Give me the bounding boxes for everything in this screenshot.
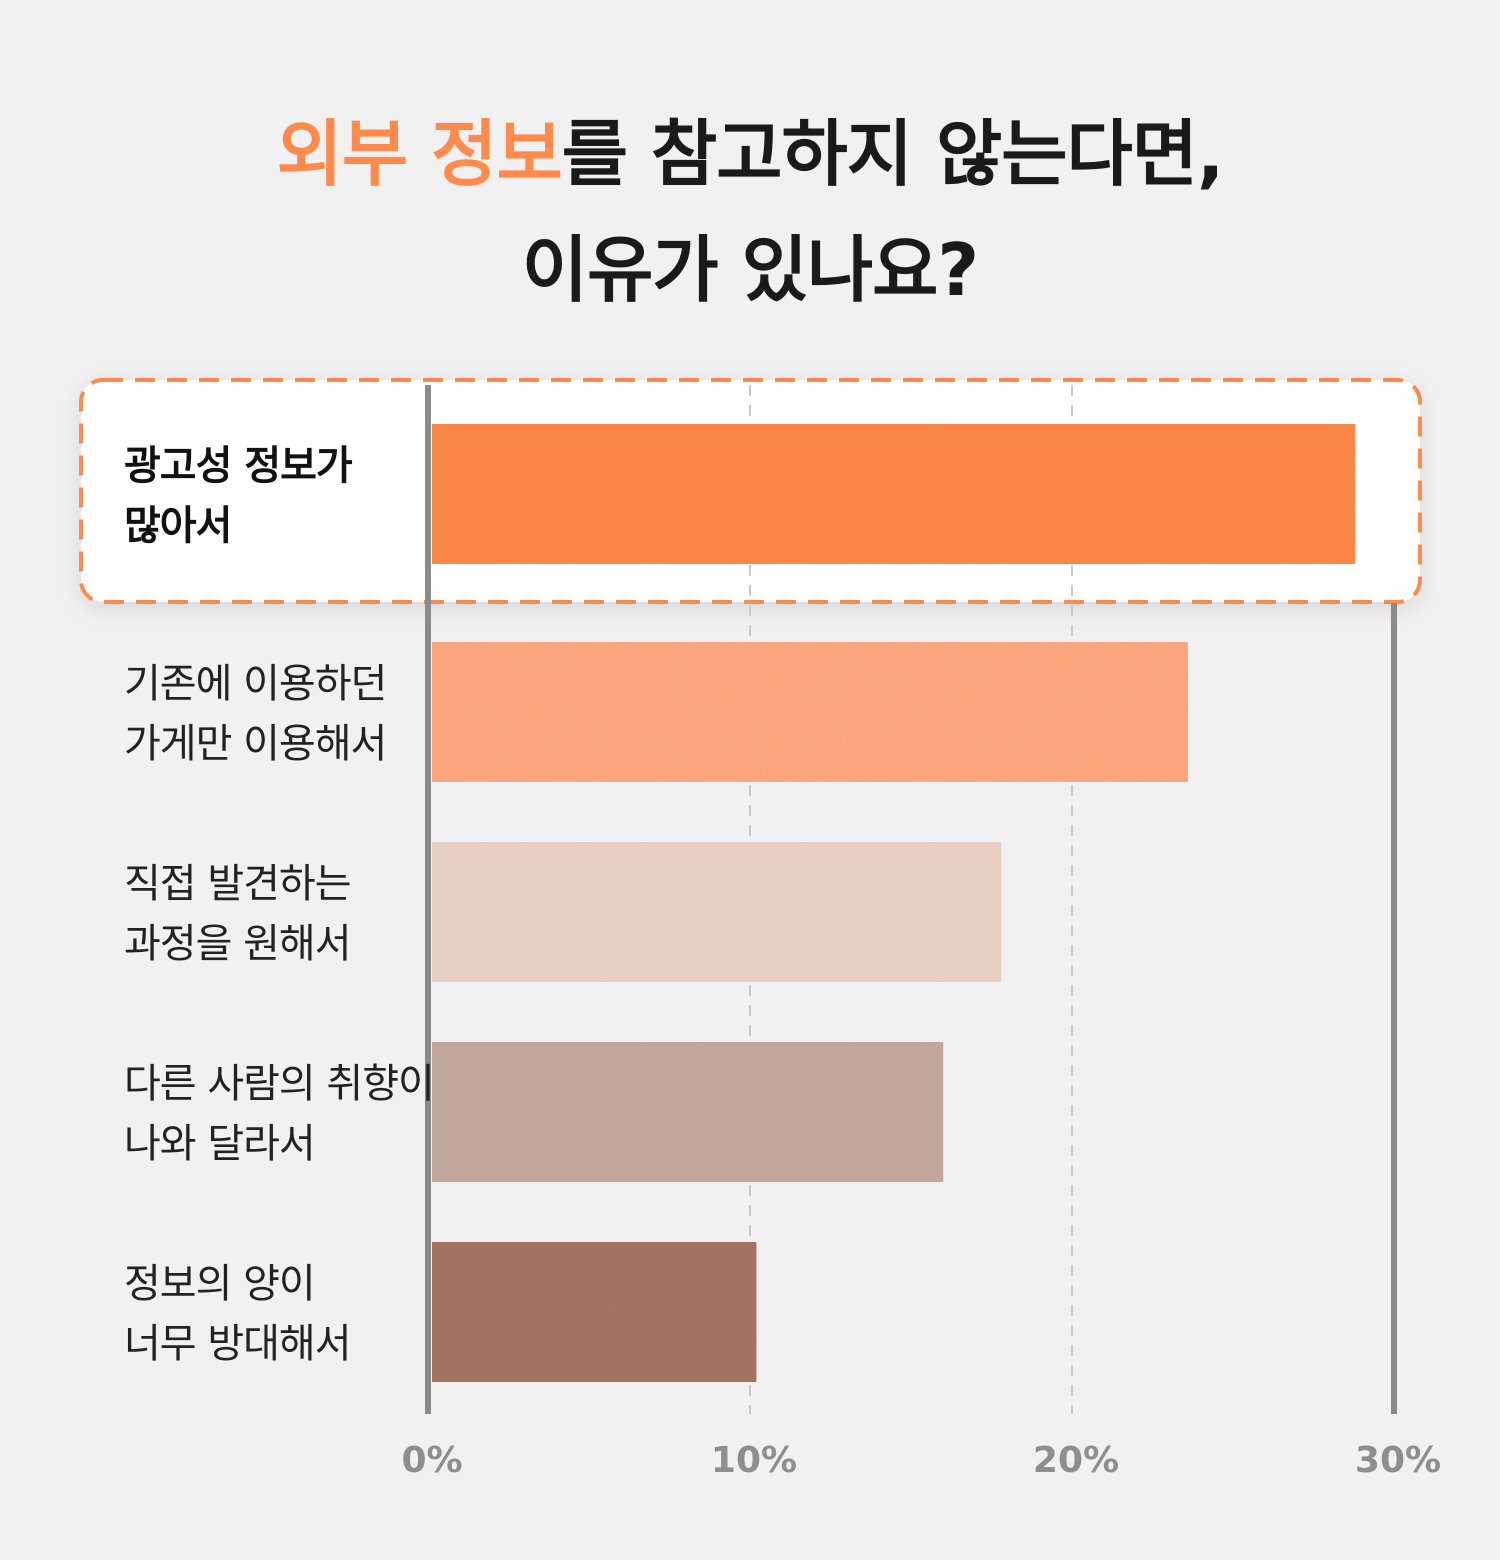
x-tick-label-3: 30% bbox=[1355, 1440, 1441, 1481]
chart-title: 외부 정보를 참고하지 않는다면, 이유가 있나요? bbox=[0, 96, 1500, 328]
category-label-3: 다른 사람의 취향이 나와 달라서 bbox=[124, 1061, 434, 1167]
title-line-1: 외부 정보를 참고하지 않는다면, bbox=[0, 96, 1500, 212]
bar-2 bbox=[432, 842, 1002, 982]
category-label-2: 직접 발견하는 과정을 원해서 bbox=[124, 861, 351, 967]
category-label-1: 기존에 이용하던 가게만 이용해서 bbox=[124, 661, 386, 767]
bar-4 bbox=[432, 1242, 757, 1382]
category-label-0: 광고성 정보가 많아서 bbox=[124, 443, 353, 549]
x-tick-label-1: 10% bbox=[711, 1440, 797, 1481]
bar-1 bbox=[432, 642, 1188, 782]
x-tick-label-2: 20% bbox=[1033, 1440, 1119, 1481]
bar-0 bbox=[432, 424, 1356, 564]
title-line-2: 이유가 있나요? bbox=[521, 228, 979, 312]
title-rest: 를 참고하지 않는다면, bbox=[561, 112, 1225, 196]
category-label-4: 정보의 양이 너무 방대해서 bbox=[124, 1261, 351, 1367]
title-accent: 외부 정보 bbox=[276, 112, 563, 196]
x-tick-label-0: 0% bbox=[401, 1440, 462, 1481]
bar-3 bbox=[432, 1042, 944, 1182]
